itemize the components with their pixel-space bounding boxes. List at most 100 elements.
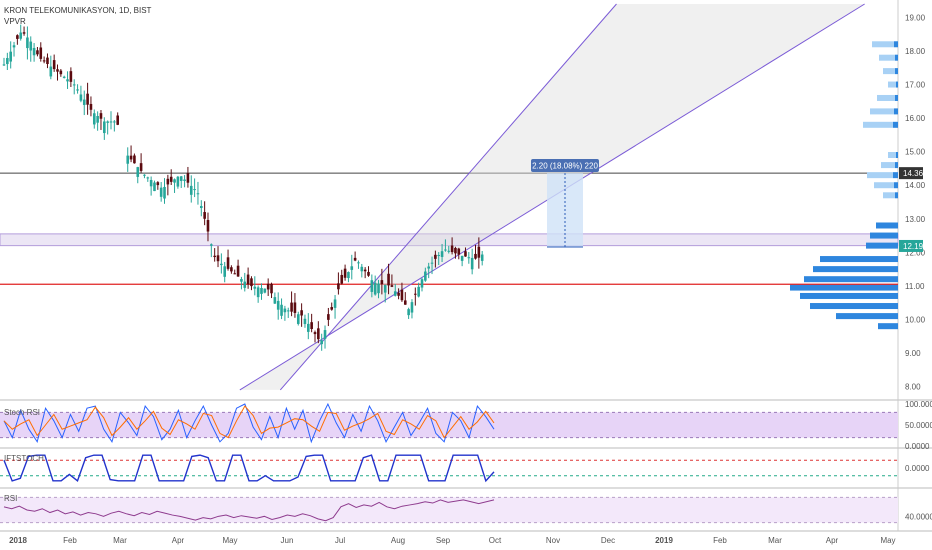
candle (467, 257, 471, 259)
candle (62, 76, 66, 78)
price-tick-label: 15.00 (905, 148, 926, 157)
candle (220, 263, 223, 266)
vpvr-bar (800, 292, 898, 299)
candle (89, 103, 93, 110)
candle (474, 253, 477, 259)
candle (454, 247, 457, 254)
candle (363, 269, 367, 272)
candle (417, 286, 420, 297)
time-tick-label: Feb (63, 536, 77, 545)
candle (52, 60, 56, 70)
vpvr-bar (896, 81, 898, 88)
candle (397, 292, 400, 296)
vpvr-bar (896, 152, 898, 159)
time-tick-label: Aug (391, 536, 405, 545)
candle (163, 186, 166, 199)
time-tick-label: Mar (113, 536, 127, 545)
candle (46, 57, 49, 65)
ift-title: IFTSTOCH (4, 454, 44, 463)
candle (19, 32, 23, 39)
rsi-title: RSI (4, 494, 17, 503)
candle (407, 309, 410, 316)
candle (230, 267, 233, 272)
candle (273, 297, 277, 304)
vpvr-bar (895, 162, 898, 169)
candle (92, 113, 96, 125)
candle (367, 271, 370, 276)
price-tick-label: 18.00 (905, 47, 926, 56)
price-tick-label: 16.00 (905, 114, 926, 123)
candle (377, 283, 380, 294)
vpvr-bar (895, 68, 898, 75)
candle (280, 304, 283, 316)
vpvr-bar (888, 81, 896, 88)
candle (96, 115, 99, 123)
candle (149, 179, 153, 187)
resistance-zone (0, 233, 899, 247)
vpvr-bar (883, 192, 895, 199)
candle (113, 121, 116, 123)
candle (387, 273, 390, 286)
candle (203, 212, 206, 219)
time-tick-label: Apr (826, 536, 839, 545)
candle (66, 79, 69, 82)
candle (156, 182, 160, 186)
vpvr-bar (877, 94, 895, 101)
vpvr-bar (895, 192, 898, 199)
measure-label: 2.20 (18.08%) 220 (532, 162, 598, 171)
candle (213, 255, 216, 258)
candle (414, 293, 417, 295)
candle (420, 279, 424, 288)
candle (300, 310, 303, 316)
candle (116, 115, 119, 125)
candle (290, 302, 293, 312)
candle (12, 45, 16, 48)
price-tick-label: 10.00 (905, 315, 926, 324)
candle (186, 173, 190, 183)
price-tick-label: 14.00 (905, 181, 926, 190)
vpvr-bar (874, 182, 894, 189)
time-tick-label: Jul (335, 536, 345, 545)
vpvr-bar (790, 284, 898, 291)
candle (6, 58, 9, 65)
candle (270, 283, 273, 294)
candle (22, 32, 26, 34)
vpvr-bar (879, 54, 895, 61)
stoch-tick-label: 50.0000 (905, 421, 932, 430)
candle (464, 251, 467, 257)
candle (49, 66, 53, 77)
candle (320, 340, 323, 345)
candle (293, 302, 297, 313)
stoch-title: Stoch RSI (4, 408, 40, 417)
candle (69, 71, 73, 82)
candle (193, 189, 196, 191)
candle (283, 308, 287, 313)
stoch-tick-label: 0.0000 (905, 442, 930, 451)
candle (276, 300, 280, 310)
candle (133, 155, 136, 164)
candle (143, 174, 146, 176)
candle (307, 323, 310, 332)
vpvr-indicator-label[interactable]: VPVR (4, 17, 26, 26)
candle (383, 284, 387, 293)
candle (393, 291, 397, 296)
vpvr-bar (893, 121, 898, 128)
time-tick-label: Dec (601, 536, 615, 545)
candle (146, 177, 150, 179)
candle (403, 300, 407, 305)
candle (340, 274, 344, 284)
ift-line (3, 454, 495, 483)
candle (39, 47, 43, 59)
price-tick-label: 19.00 (905, 13, 926, 22)
candle (159, 187, 163, 197)
candle (196, 193, 200, 195)
candle (253, 286, 257, 289)
time-tick-label: May (880, 536, 895, 545)
candle (353, 257, 357, 261)
candle (317, 328, 320, 340)
time-tick-label: Apr (172, 536, 185, 545)
candle (216, 255, 220, 262)
candle (286, 310, 290, 312)
candle (26, 37, 29, 49)
